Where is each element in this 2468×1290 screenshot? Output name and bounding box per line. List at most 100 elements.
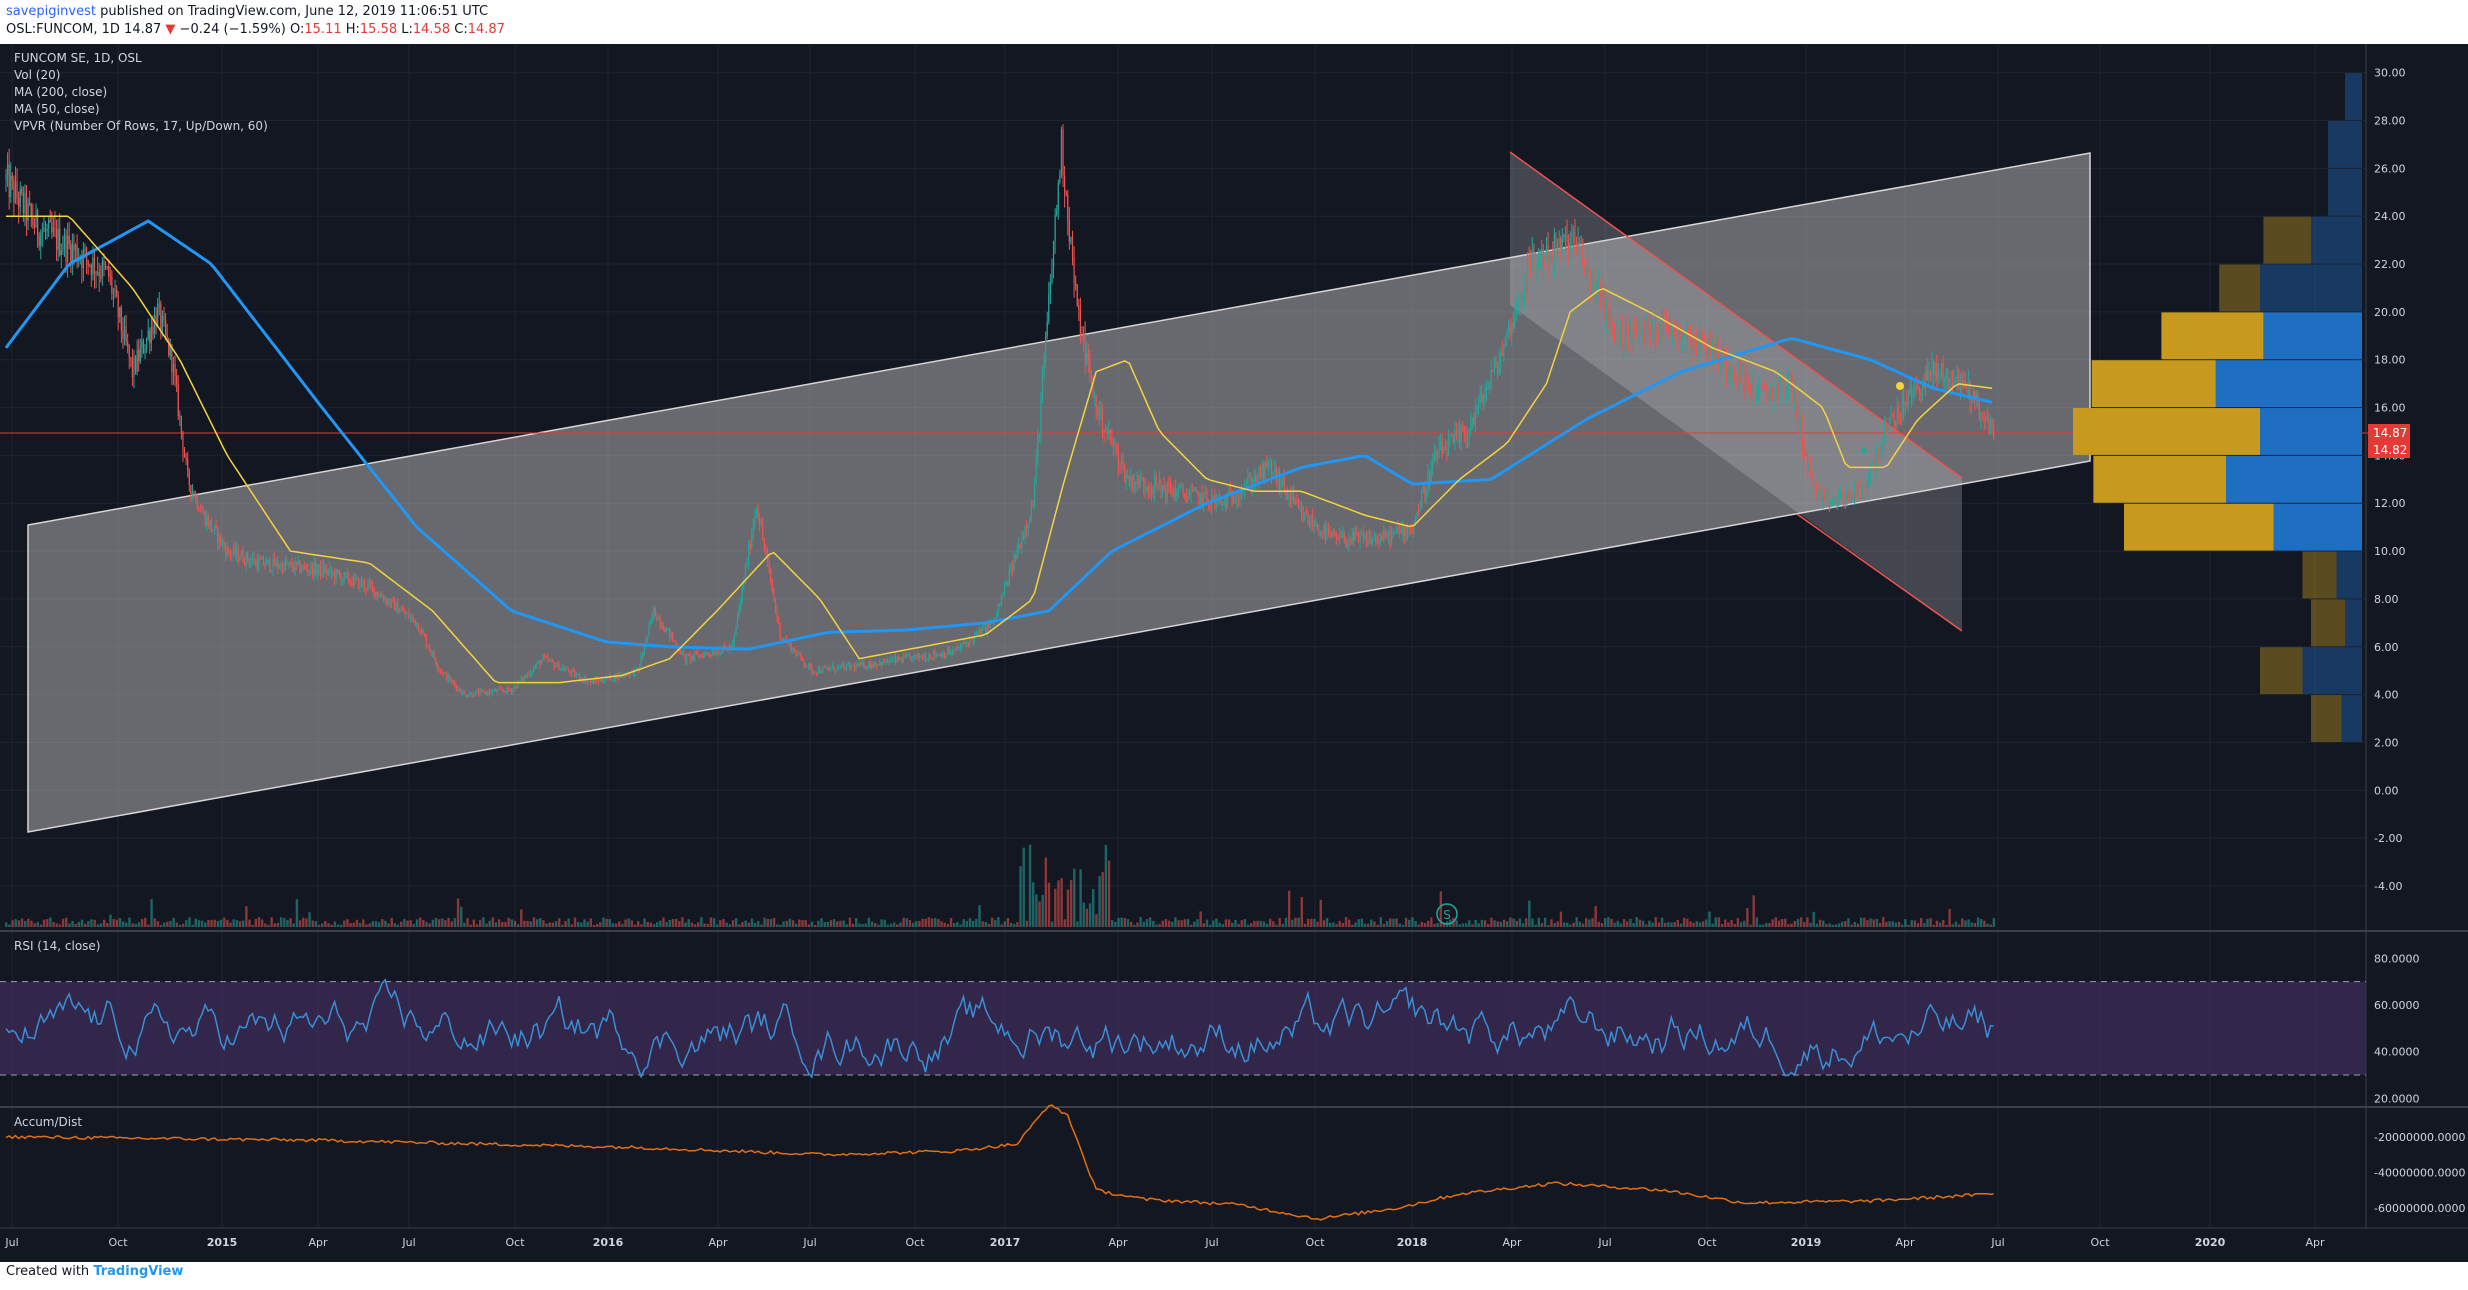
alert-dot-icon [1896, 382, 1904, 390]
candle-body [678, 649, 680, 652]
descending-channel-bottom[interactable] [1796, 513, 1963, 632]
candle-body [370, 581, 372, 586]
author-link[interactable]: savepiginvest [6, 4, 96, 19]
candle-body [1838, 497, 1840, 499]
candle-body [1819, 490, 1821, 492]
candle-body [1386, 535, 1388, 539]
candle-body [526, 673, 528, 677]
volume-bar [990, 917, 994, 927]
rsi-tick-label: 80.0000 [2374, 952, 2420, 965]
volume-bar [1477, 923, 1480, 927]
candle-body [258, 558, 260, 569]
candle-body [776, 609, 778, 619]
candle-body [1103, 431, 1105, 433]
candle-body [1324, 525, 1326, 540]
candle-body [550, 659, 552, 661]
volume-bar [975, 918, 978, 927]
candle-body [1795, 393, 1797, 417]
rsi-line [5, 978, 1994, 1079]
volume-bar [1743, 920, 1746, 927]
candle-body [553, 662, 555, 668]
volume-bar [479, 919, 482, 927]
volume-bar [1284, 917, 1288, 927]
candle-body [1899, 418, 1902, 421]
candle-body [1910, 386, 1913, 398]
candle-body [1334, 532, 1336, 535]
candle-body [680, 651, 682, 655]
candle-body [315, 562, 317, 574]
volume-bar [1695, 921, 1698, 927]
candle-body [220, 534, 222, 545]
volume-bar [548, 922, 551, 927]
volume-bar [741, 922, 744, 927]
candle-body [711, 652, 713, 655]
candle-body [950, 653, 952, 655]
volume-bar [460, 906, 463, 927]
volume-bar [1464, 923, 1468, 927]
candle-body [1003, 585, 1006, 596]
volume-bar [349, 923, 352, 927]
volume-bar [630, 920, 634, 927]
publish-header: savepiginvest published on TradingView.c… [0, 0, 2468, 44]
candle-body [27, 202, 29, 221]
volume-bar [1224, 919, 1228, 927]
candle-body [1291, 492, 1293, 502]
candle-body [1008, 570, 1010, 585]
candle-body [1857, 486, 1859, 491]
candle-body [1744, 372, 1747, 392]
candle-body [1610, 308, 1612, 322]
price-axis[interactable]: 30.0028.0026.0024.0022.0020.0018.0016.00… [2374, 67, 2406, 893]
volume-bar [485, 923, 488, 927]
candle-body [1872, 459, 1875, 463]
candle-body [1133, 481, 1135, 490]
volume-bar [1733, 923, 1736, 927]
volume-bar [1717, 917, 1721, 927]
candle-body [863, 661, 865, 668]
time-axis[interactable]: Jul Oct 2015 Apr Jul Oct 2016 Apr Jul Oct 2017 Apr J… [4, 1236, 2325, 1249]
volume-bar [46, 919, 49, 927]
candle-body [1617, 321, 1619, 337]
candle-body [1302, 513, 1304, 521]
candle-body [1294, 499, 1296, 501]
candle-body [1866, 483, 1868, 490]
volume-bar [785, 920, 788, 927]
legend-ma50: MA (50, close) [14, 102, 100, 116]
tradingview-logo[interactable]: TradingView [93, 1264, 184, 1279]
ascending-channel[interactable] [27, 152, 2091, 833]
candle-body [1013, 555, 1015, 570]
candle-body [757, 507, 759, 519]
volume-bar [529, 921, 532, 927]
candle-body [1846, 491, 1848, 502]
candle-body [1157, 484, 1159, 487]
candle-body [1884, 424, 1886, 437]
candle-body [1064, 175, 1066, 193]
chart-canvas[interactable]: S FUNCOM SE, 1D, OSL Vol (20) MA (200, c… [0, 44, 2468, 1262]
candle-body [229, 551, 231, 555]
candle-body [1389, 530, 1391, 543]
candle-body [1111, 437, 1113, 446]
candle-body [182, 432, 184, 452]
price-tick-label: 8.00 [2374, 593, 2399, 606]
candle-body [360, 579, 363, 586]
volume-bar [1945, 924, 1948, 927]
volume-bar [1167, 920, 1171, 927]
candle-body [485, 691, 487, 694]
candle-body [939, 653, 941, 656]
event-marker-icon[interactable] [1436, 903, 1458, 925]
candle-body [1782, 377, 1785, 392]
volume-bar [823, 921, 826, 927]
volume-bar [166, 921, 169, 927]
candle-body [237, 548, 239, 561]
candle-body [97, 272, 99, 274]
candle-body [493, 689, 495, 692]
candle-body [1520, 300, 1522, 302]
volume-bar [507, 917, 510, 927]
descending-channel[interactable] [1510, 152, 1962, 631]
volume-bar [1796, 919, 1800, 927]
volume-bar [1973, 922, 1977, 927]
volume-bar [987, 923, 991, 927]
candle-body [133, 356, 135, 378]
last-price: 14.87 [124, 22, 162, 37]
candle-body [321, 565, 323, 576]
vpvr-histogram [2073, 73, 2362, 742]
